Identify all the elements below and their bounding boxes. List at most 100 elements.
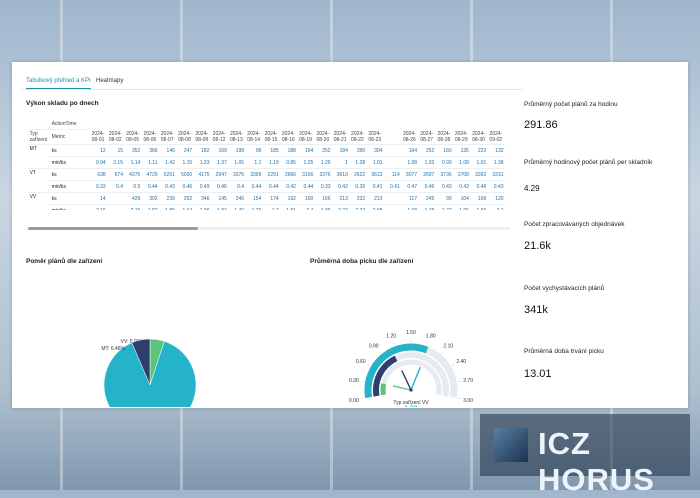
value-cell: 2666 [280, 169, 297, 181]
value-cell: 5261 [159, 169, 176, 181]
value-cell: 104 [453, 193, 470, 205]
value-cell: 0.42 [332, 181, 349, 193]
gauge-arc [383, 384, 384, 395]
charts: VV: 5.05%VT: 88.49%MT: 6.46%0.000.300.60… [12, 267, 512, 407]
value-cell: 0.47 [401, 181, 418, 193]
value-cell: 1.64 [176, 205, 193, 211]
value-cell: 1.01 [471, 157, 488, 169]
value-cell: 1.65 [453, 205, 470, 211]
date-header: 2024-08-07 [159, 118, 176, 145]
data-row: min/ks2.162.151.821.861.641.961.841.491.… [28, 205, 505, 211]
metric-label: ks [50, 145, 90, 157]
value-cell: 0.33 [315, 181, 332, 193]
value-cell: 213 [367, 193, 384, 205]
value-cell: 0.44 [298, 181, 315, 193]
value-cell: 0.41 [384, 181, 401, 193]
gauge-needle [402, 371, 411, 390]
value-cell: 232 [349, 193, 366, 205]
value-cell: 1.49 [228, 205, 245, 211]
date-header: 2024-08-12 [211, 118, 228, 145]
value-cell: 96 [246, 145, 263, 157]
value-cell: 0.46 [419, 181, 436, 193]
gauge-hub [409, 388, 412, 391]
tab[interactable]: Heatmapy [96, 78, 123, 88]
date-header: 2024-09-02 [488, 118, 505, 145]
value-cell: 0.44 [263, 181, 280, 193]
value-cell: 3376 [315, 169, 332, 181]
value-cell: 114 [384, 169, 401, 181]
value-cell: 4729 [142, 169, 159, 181]
dashboard-panel: Tabulkový přehled a KPI Heatmapy Výkon s… [12, 62, 688, 408]
value-cell: 1.96 [471, 205, 488, 211]
value-cell: 0.43 [159, 181, 176, 193]
value-cell: 164 [401, 145, 418, 157]
value-cell: 1.23 [194, 157, 211, 169]
gauge-tick-label: 1.20 [386, 333, 396, 339]
value-cell: 3077 [401, 169, 418, 181]
date-header: 2024-08-15 [263, 118, 280, 145]
value-cell: 146 [159, 145, 176, 157]
value-cell: 1.19 [263, 157, 280, 169]
metric-label: ks [50, 169, 90, 181]
value-cell: 5030 [176, 169, 193, 181]
value-cell: 2947 [211, 169, 228, 181]
value-cell: 2291 [263, 169, 280, 181]
scrollbar[interactable] [28, 227, 510, 230]
value-cell: 0.4 [228, 181, 245, 193]
value-cell: 0.42 [280, 181, 297, 193]
value-cell: 2.4 [298, 205, 315, 211]
value-cell: 0.43 [488, 181, 505, 193]
value-cell: 302 [142, 193, 159, 205]
value-cell: 1.25 [298, 157, 315, 169]
date-header: 2024-08-30 [471, 118, 488, 145]
date-header [384, 118, 401, 145]
value-cell: 0.36 [349, 181, 366, 193]
value-cell: 0.93 [436, 157, 453, 169]
value-cell [384, 205, 401, 211]
value-cell: 188 [280, 145, 297, 157]
value-cell: 252 [419, 145, 436, 157]
value-cell: 0.5 [125, 181, 142, 193]
value-cell: 1.08 [453, 157, 470, 169]
value-cell: 0.41 [367, 181, 384, 193]
date-header: 2024-08-20 [315, 118, 332, 145]
value-cell: 2.16 [90, 205, 107, 211]
gauge-tick-label: 3.00 [463, 398, 473, 404]
value-cell: 1.11 [142, 157, 159, 169]
value-cell: 2708 [453, 169, 470, 181]
logo: ICZ HORUS [480, 414, 690, 476]
value-cell: 0.42 [453, 181, 470, 193]
date-header: 2024-08-28 [436, 118, 453, 145]
value-cell [384, 193, 401, 205]
value-cell: 100 [298, 193, 315, 205]
value-cell: 0.46 [471, 181, 488, 193]
value-cell: 2.37 [349, 205, 366, 211]
value-cell: 1.01 [367, 157, 384, 169]
gauge-tick-label: 0.00 [349, 398, 359, 404]
value-cell: 117 [401, 193, 418, 205]
value-cell: 2.15 [107, 157, 124, 169]
tab[interactable]: Tabulkový přehled a KPI [26, 78, 91, 89]
value-cell: 174 [263, 193, 280, 205]
kpi-label: Počet zpracovávaných objednávek [524, 220, 669, 229]
value-cell: 160 [436, 145, 453, 157]
gauge-tick [453, 365, 455, 366]
value-cell: 222 [471, 145, 488, 157]
value-cell: 1.1 [246, 157, 263, 169]
gauge-tick-label: 0.60 [356, 359, 366, 365]
value-cell: 0.44 [142, 181, 159, 193]
date-header: 2024-08-21 [332, 118, 349, 145]
date-header: 2024-08-22 [349, 118, 366, 145]
scrollbar-thumb[interactable] [28, 227, 198, 230]
value-cell: 1.68 [401, 205, 418, 211]
value-cell: 1.96 [194, 205, 211, 211]
column-header: Metric [50, 130, 90, 145]
value-cell: 3399 [246, 169, 263, 181]
value-cell: 4276 [125, 169, 142, 181]
value-cell: 1.79 [246, 205, 263, 211]
kpi-value: 21.6k [524, 240, 551, 252]
value-cell: 169 [211, 145, 228, 157]
date-header: 2024-08-08 [176, 118, 193, 145]
